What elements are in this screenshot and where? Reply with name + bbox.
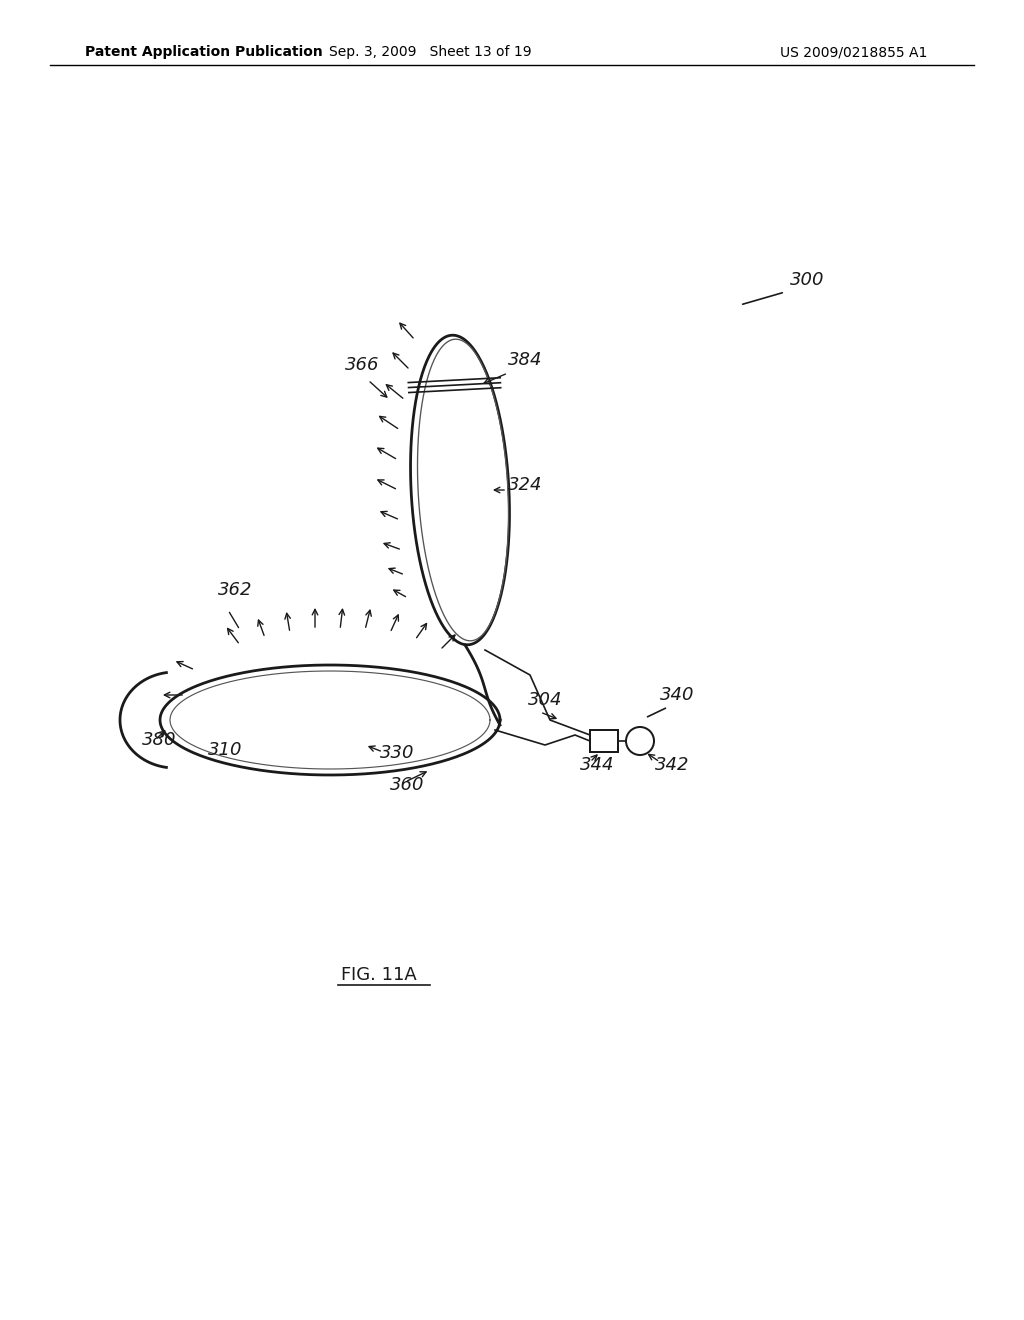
Text: US 2009/0218855 A1: US 2009/0218855 A1 xyxy=(780,45,928,59)
Text: 360: 360 xyxy=(390,776,425,795)
Text: 344: 344 xyxy=(580,756,614,774)
Text: 324: 324 xyxy=(508,477,543,494)
Bar xyxy=(590,730,618,752)
Text: 362: 362 xyxy=(218,581,253,599)
Text: 384: 384 xyxy=(508,351,543,370)
Text: F: F xyxy=(340,966,350,983)
Text: 342: 342 xyxy=(655,756,689,774)
Text: 304: 304 xyxy=(528,690,562,709)
Text: 340: 340 xyxy=(660,686,694,704)
Text: Sep. 3, 2009   Sheet 13 of 19: Sep. 3, 2009 Sheet 13 of 19 xyxy=(329,45,531,59)
Text: Patent Application Publication: Patent Application Publication xyxy=(85,45,323,59)
Text: IG. 11A: IG. 11A xyxy=(351,966,417,983)
Text: 300: 300 xyxy=(790,271,824,289)
Text: 380: 380 xyxy=(142,731,176,748)
Text: 310: 310 xyxy=(208,741,243,759)
Text: 330: 330 xyxy=(380,744,415,762)
Text: 366: 366 xyxy=(345,356,380,374)
Circle shape xyxy=(626,727,654,755)
